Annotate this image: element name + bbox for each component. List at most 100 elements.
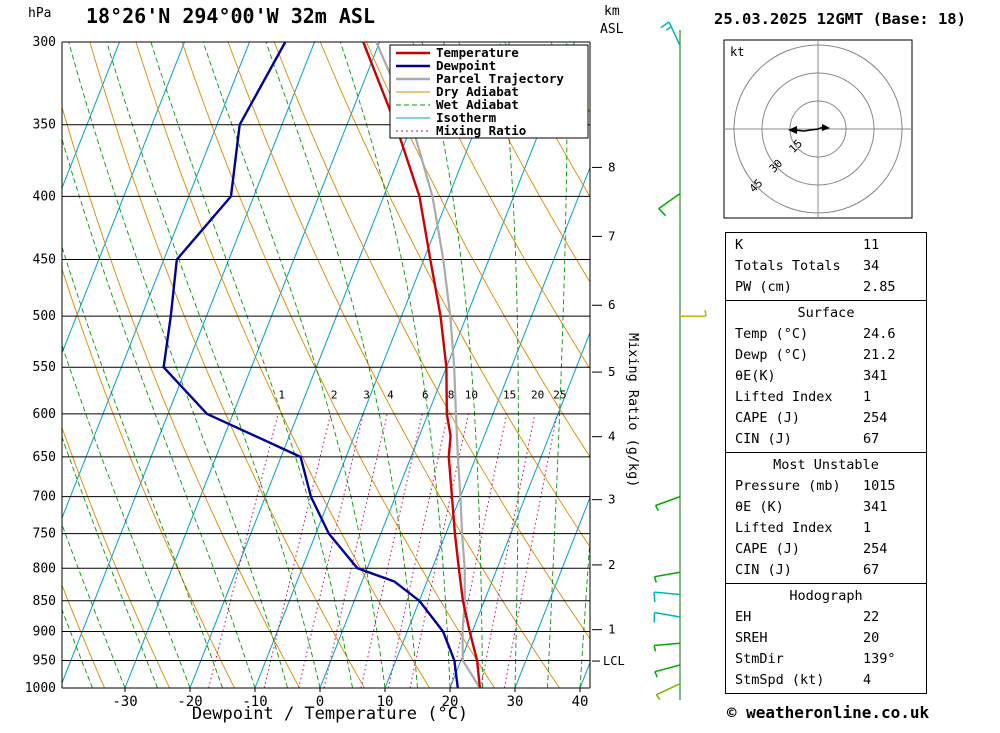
mixing-ratio-lines [208,413,558,688]
stat-value: 21.2 [863,347,896,363]
svg-text:10: 10 [377,694,394,710]
stat-label: θE(K) [735,368,776,384]
stats-section: Surface Temp (°C) 24.6 Dewp (°C) 21.2 θE(K) 34… [726,300,926,452]
legend-label: Mixing Ratio [436,123,526,138]
wind-barb [655,683,681,701]
speed-ring [733,44,903,214]
stat-label: CIN (J) [735,431,792,447]
wind-barb [653,571,681,583]
legend-label: Dry Adiabat [436,84,519,99]
mixing-ratio-labels: 1 2 3 4 6 8 10 15 20 25 [278,388,566,401]
stats-row: Lifted Index 1 [726,387,926,408]
svg-text:10: 10 [465,388,478,401]
temp-tick-labels: -30 -20 -10 0 10 20 30 40 [112,688,588,710]
stat-label: Dewp (°C) [735,347,809,363]
svg-text:450: 450 [33,253,56,268]
svg-text:700: 700 [33,490,56,505]
stat-label: Pressure (mb) [735,478,841,494]
parcel-trajectory-curve [375,42,481,688]
svg-text:20: 20 [442,694,459,710]
stat-label: EH [735,609,752,625]
legend-label: Wet Adiabat [436,97,519,112]
stats-row: θE (K) 341 [726,497,926,518]
svg-text:500: 500 [33,309,56,324]
stats-section-title: Hodograph [789,588,863,604]
wind-barb [658,193,681,217]
stats-section-title: Most Unstable [773,457,879,473]
legend-label: Temperature [436,45,519,60]
stat-value: 4 [863,672,872,688]
speed-ring-label: 15 [786,137,805,156]
wind-barb [654,664,681,678]
pressure-gridlines [61,41,591,689]
svg-text:6: 6 [422,388,429,401]
svg-text:40: 40 [572,694,589,710]
stats-section: Hodograph EH 22 SREH 20 StmDir 139° StmSpd (kt)… [726,583,926,693]
stat-label: StmDir [735,651,784,667]
svg-text:350: 350 [33,118,56,133]
stat-label: CAPE (J) [735,410,801,426]
km-axis: 1 2 3 4 5 6 7 8 LCL [592,159,625,668]
stats-row: PW (cm) 2.85 [726,277,926,298]
speed-ring [761,72,875,186]
legend-label: Parcel Trajectory [436,71,564,86]
svg-text:300: 300 [33,35,56,50]
stats-section: K 11 Totals Totals 34 PW (cm) 2.85 [726,233,926,300]
stat-label: StmSpd (kt) [735,672,825,688]
km-axis-unit-label: km [604,4,620,19]
svg-text:30: 30 [507,694,524,710]
svg-text:600: 600 [33,407,56,422]
stat-label: PW (cm) [735,279,792,295]
station-title: 18°26'N 294°00'W 32m ASL [86,4,375,28]
svg-text:2: 2 [331,388,338,401]
svg-text:750: 750 [33,527,56,542]
stats-row: Pressure (mb) 1015 [726,476,926,497]
stat-value: 67 [863,562,880,578]
stats-section: Most Unstable Pressure (mb) 1015 θE (K) 341 L… [726,452,926,583]
svg-text:25: 25 [553,388,566,401]
svg-text:8: 8 [608,159,616,174]
svg-text:2: 2 [608,557,616,572]
stats-row: CIN (J) 67 [726,429,926,450]
legend-label: Dewpoint [436,58,496,73]
stat-value: 341 [863,499,888,515]
temperature-curve [362,42,482,688]
stat-label: Lifted Index [735,520,833,536]
stat-label: Temp (°C) [735,326,809,342]
svg-text:3: 3 [363,388,370,401]
wind-barb [680,310,707,317]
wind-barb [654,495,681,512]
stat-label: θE (K) [735,499,784,515]
datetime-title: 25.03.2025 12GMT (Base: 18) [714,10,966,28]
stats-section-title: Surface [797,305,855,321]
pressure-tick-labels: 300 350 400 450 500 550 600 650 700 750 800 850 900 9… [25,35,56,696]
svg-text:6: 6 [608,297,616,312]
svg-text:-30: -30 [112,694,137,710]
svg-text:3: 3 [608,492,616,507]
svg-text:4: 4 [608,429,616,444]
hodograph-unit-label: kt [730,45,744,59]
svg-text:4: 4 [387,388,394,401]
stats-table: K 1 1 Totals Totals 34 PW (cm) 2.85 Surface Temp… [725,232,927,694]
stats-row: Lifted Index 1 [726,518,926,539]
svg-text:5: 5 [608,364,616,379]
stat-value: 1 [863,389,872,405]
svg-text:400: 400 [33,189,56,204]
mixing-ratio-axis-title: Mixing Ratio (g/kg) [625,333,641,488]
wind-barb [653,642,681,652]
svg-text:8: 8 [448,388,455,401]
copyright: © weatheronline.co.uk [726,703,930,722]
stat-label: SREH [735,630,768,646]
stat-value: 341 [863,368,888,384]
svg-text:1: 1 [278,388,285,401]
stat-value: 67 [863,431,880,447]
svg-text:-10: -10 [242,694,267,710]
stat-label: K [735,237,744,253]
wind-barb [660,21,681,46]
stats-row: Totals Totals 34 [726,256,926,277]
stat-value: 24.6 [863,326,896,342]
stat-value: 1 [863,520,872,536]
wind-barb-column [653,21,707,701]
stat-label: Totals Totals [735,258,841,274]
